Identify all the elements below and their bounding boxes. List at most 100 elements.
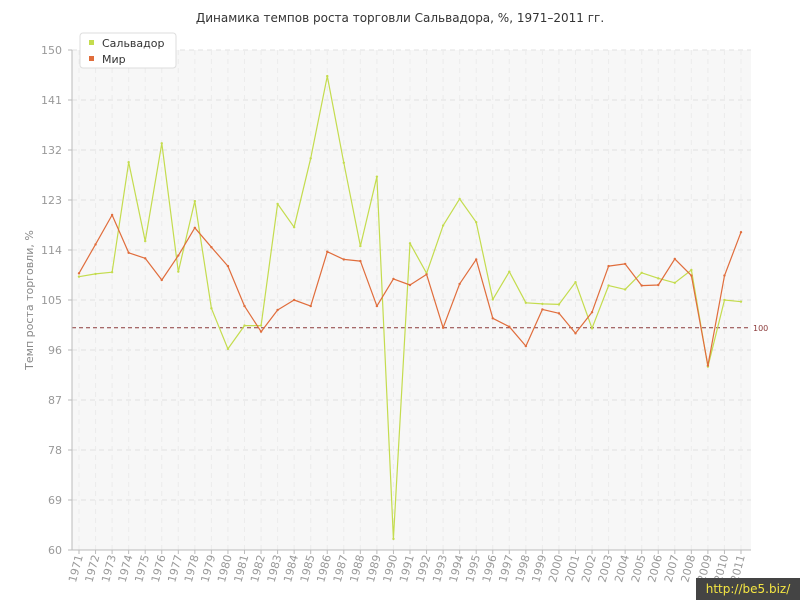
data-point-world — [541, 308, 544, 311]
y-tick-label: 141 — [41, 94, 62, 107]
data-point-world — [458, 282, 461, 286]
data-point-world — [342, 258, 345, 261]
data-point-salvador — [309, 157, 312, 160]
data-point-salvador — [77, 275, 81, 278]
data-point-salvador — [276, 202, 279, 206]
data-point-salvador — [392, 537, 395, 541]
data-point-world — [276, 308, 279, 312]
y-tick-label: 123 — [41, 194, 62, 207]
data-point-salvador — [524, 301, 528, 304]
y-tick-label: 78 — [48, 444, 62, 457]
legend-label-salvador: Сальвадор — [102, 37, 164, 50]
data-point-world — [706, 364, 710, 367]
y-axis-title: Темп роста торговли, % — [23, 230, 36, 371]
y-tick-label: 114 — [41, 244, 62, 257]
data-point-world — [690, 274, 693, 277]
data-point-salvador — [177, 270, 180, 273]
data-point-salvador — [623, 288, 627, 291]
data-point-world — [144, 257, 147, 260]
data-point-world — [94, 243, 97, 246]
grid-lines — [72, 49, 751, 551]
data-point-world — [491, 317, 494, 320]
data-point-salvador — [292, 226, 296, 229]
data-point-world — [309, 304, 312, 308]
data-point-salvador — [193, 199, 197, 203]
legend: Сальвадор Мир — [79, 32, 177, 69]
data-point-salvador — [574, 281, 577, 284]
data-point-world — [375, 304, 379, 308]
data-point-salvador — [475, 221, 478, 224]
data-point-world — [110, 213, 114, 217]
data-point-salvador — [441, 224, 445, 227]
data-point-salvador — [640, 271, 643, 274]
data-point-salvador — [690, 268, 693, 272]
y-tick-label: 69 — [48, 494, 62, 507]
data-point-salvador — [243, 324, 246, 327]
data-point-salvador — [508, 270, 511, 273]
data-point-salvador — [657, 277, 660, 280]
y-tick-label: 132 — [41, 144, 62, 157]
data-point-salvador — [408, 242, 412, 245]
data-point-salvador — [94, 272, 97, 276]
data-point-world — [723, 274, 726, 277]
y-tick-label: 96 — [48, 344, 62, 357]
data-point-salvador — [458, 197, 461, 201]
data-point-world — [441, 326, 445, 329]
data-point-salvador — [557, 303, 561, 306]
data-point-salvador — [144, 239, 147, 243]
data-point-world — [292, 298, 296, 302]
data-point-salvador — [359, 244, 362, 248]
data-point-world — [226, 264, 230, 268]
data-point-world — [508, 325, 511, 328]
data-point-salvador — [607, 284, 610, 287]
data-point-salvador — [226, 347, 230, 351]
data-point-world — [475, 258, 478, 261]
data-point-salvador — [491, 298, 494, 301]
data-point-salvador — [110, 271, 114, 274]
legend-swatch-world — [89, 56, 94, 61]
data-point-world — [77, 272, 81, 275]
y-tick-label: 60 — [48, 544, 62, 557]
data-point-salvador — [127, 161, 130, 164]
y-tick-label: 105 — [41, 294, 62, 307]
chart-title: Динамика темпов роста торговли Сальвадор… — [196, 11, 604, 25]
data-point-world — [408, 283, 412, 287]
data-point-world — [640, 284, 643, 287]
reference-line-group: 100 — [72, 324, 768, 333]
data-point-world — [392, 277, 395, 281]
data-point-world — [623, 262, 627, 266]
data-point-salvador — [326, 74, 329, 78]
y-tick-label: 87 — [48, 394, 62, 407]
data-point-world — [557, 312, 561, 315]
series-lines — [77, 74, 743, 541]
data-point-world — [524, 344, 528, 348]
y-tick-labels: 60 69 78 87 96 105 114 123 132 141 150 — [41, 44, 72, 557]
data-point-salvador — [673, 281, 676, 284]
data-point-world — [177, 254, 180, 257]
data-point-salvador — [739, 300, 743, 303]
data-point-world — [243, 304, 246, 308]
plot-area — [72, 50, 751, 550]
data-point-salvador — [342, 161, 345, 164]
data-point-salvador — [375, 175, 379, 178]
data-point-world — [739, 231, 743, 234]
data-point-salvador — [160, 142, 163, 145]
data-point-world — [210, 246, 213, 249]
data-point-world — [160, 278, 163, 282]
legend-label-world: Мир — [102, 53, 126, 66]
data-point-salvador — [723, 298, 726, 302]
legend-box — [79, 32, 177, 69]
data-point-world — [127, 251, 130, 254]
data-point-world — [193, 226, 197, 229]
data-point-world — [607, 264, 610, 268]
data-point-world — [259, 330, 263, 333]
data-point-salvador — [541, 302, 544, 306]
data-point-salvador — [210, 307, 213, 310]
data-point-world — [359, 259, 362, 263]
data-point-world — [590, 311, 594, 314]
data-point-world — [326, 250, 329, 253]
legend-swatch-salvador — [89, 40, 94, 45]
data-point-world — [574, 332, 577, 335]
data-point-world — [657, 283, 660, 287]
data-point-salvador — [590, 327, 594, 330]
